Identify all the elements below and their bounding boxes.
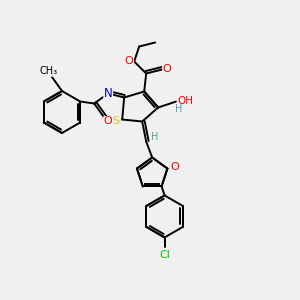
Text: CH₃: CH₃ bbox=[40, 66, 58, 76]
Text: OH: OH bbox=[177, 95, 193, 106]
Text: Cl: Cl bbox=[159, 250, 170, 260]
Text: O: O bbox=[163, 64, 172, 74]
Text: O: O bbox=[104, 116, 112, 127]
Text: O: O bbox=[170, 162, 179, 172]
Text: N: N bbox=[104, 87, 112, 100]
Text: H: H bbox=[176, 104, 183, 115]
Text: O: O bbox=[125, 56, 134, 65]
Text: S: S bbox=[112, 116, 120, 127]
Text: H: H bbox=[152, 131, 159, 142]
